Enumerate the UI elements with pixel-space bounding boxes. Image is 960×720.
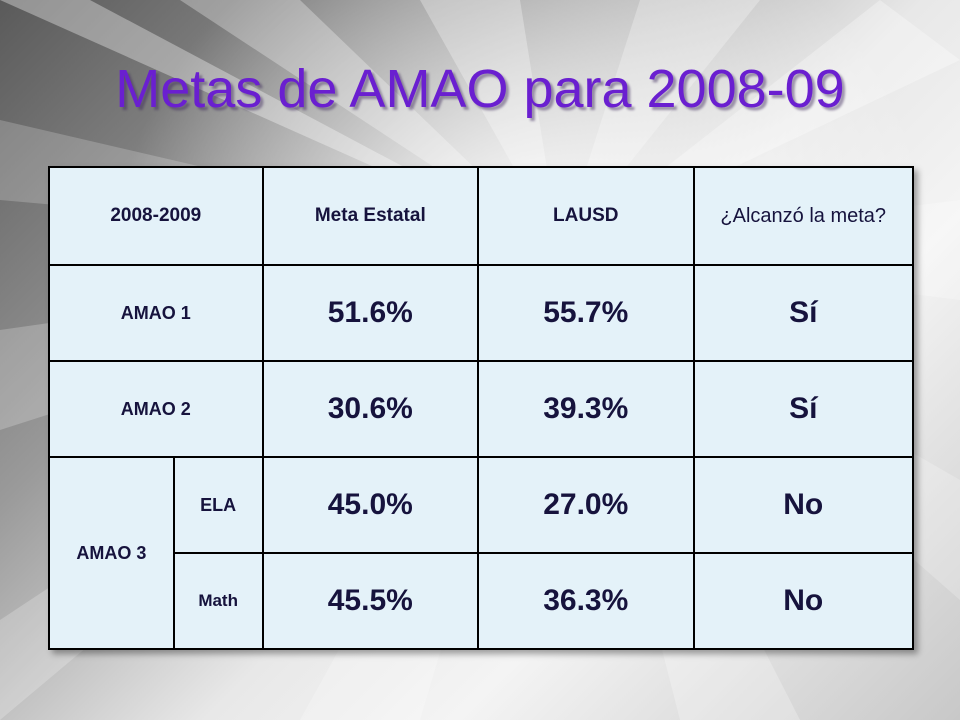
- row-label-amao2: AMAO 2: [48, 360, 264, 458]
- header-state-goal: Meta Estatal: [261, 166, 480, 266]
- table-row: AMAO 3 ELA 45.0% 27.0% No: [48, 456, 914, 650]
- sub-label-math: Math: [172, 552, 264, 650]
- row-label-amao1: AMAO 1: [48, 264, 264, 362]
- district-cell: 55.7%: [477, 264, 695, 362]
- table-header-row: 2008-2009 Meta Estatal LAUSD ¿Alcanzó la…: [48, 166, 914, 266]
- amao-goals-table: 2008-2009 Meta Estatal LAUSD ¿Alcanzó la…: [48, 166, 914, 650]
- sub-label-ela: ELA: [172, 456, 264, 554]
- district-cell: 36.3%: [477, 552, 695, 650]
- row-label-amao3: AMAO 3: [48, 456, 175, 650]
- state-goal-cell: 45.5%: [261, 552, 480, 650]
- met-cell: Sí: [692, 264, 914, 362]
- header-met-goal: ¿Alcanzó la meta?: [692, 166, 914, 266]
- met-cell: Sí: [692, 360, 914, 458]
- state-goal-cell: 30.6%: [261, 360, 480, 458]
- slide-title: Metas de AMAO para 2008-09: [115, 59, 845, 119]
- state-goal-cell: 51.6%: [261, 264, 480, 362]
- district-cell: 39.3%: [477, 360, 695, 458]
- header-district: LAUSD: [477, 166, 695, 266]
- met-cell: No: [692, 456, 914, 554]
- state-goal-cell: 45.0%: [261, 456, 480, 554]
- met-cell: No: [692, 552, 914, 650]
- table-row: Math 45.5% 36.3% No: [49, 552, 914, 650]
- table-row: AMAO 1 51.6% 55.7% Sí: [48, 264, 914, 362]
- district-cell: 27.0%: [477, 456, 695, 554]
- header-year: 2008-2009: [48, 166, 264, 266]
- table-row: AMAO 2 30.6% 39.3% Sí: [48, 360, 914, 458]
